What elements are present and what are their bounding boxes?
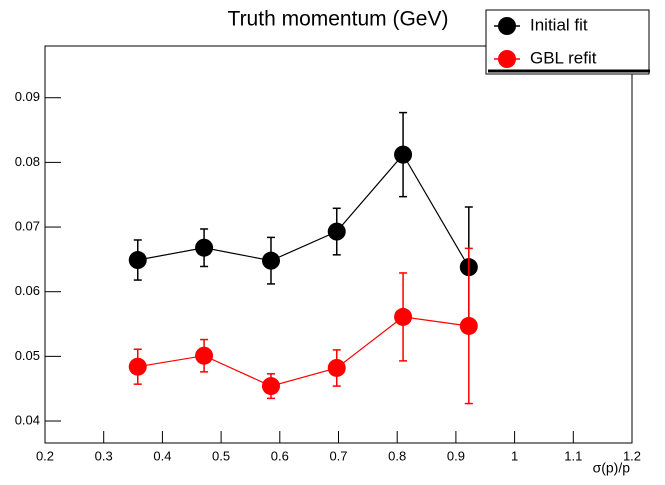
marker (261, 377, 280, 396)
chart-title: Truth momentum (GeV) (228, 8, 449, 31)
marker (394, 307, 413, 326)
y-tick-label: 0.07 (15, 218, 40, 233)
series-line (137, 316, 469, 387)
series-line (137, 153, 470, 268)
y-tick-label: 0.06 (15, 283, 40, 298)
marker (394, 145, 413, 164)
legend-label: Initial fit (530, 15, 588, 34)
x-tick-label: 1.1 (564, 448, 582, 463)
x-tick-label: 1.2 (623, 448, 641, 463)
x-tick-label: 0.2 (36, 448, 54, 463)
marker (459, 316, 478, 335)
marker (128, 251, 147, 270)
marker (195, 238, 214, 257)
legend-marker (498, 17, 516, 35)
y-tick-label: 0.09 (15, 89, 40, 104)
x-tick-label: 0.6 (271, 448, 289, 463)
x-tick-label: 0.9 (447, 448, 465, 463)
y-tick-label: 0.04 (15, 412, 40, 427)
y-tick-label: 0.05 (15, 348, 40, 363)
marker (327, 222, 346, 241)
marker (128, 357, 147, 376)
x-tick-label: 0.8 (388, 448, 406, 463)
x-tick-label: 0.5 (212, 448, 230, 463)
marker (261, 251, 280, 270)
marker (327, 358, 346, 377)
marker (195, 346, 214, 365)
legend-marker (498, 50, 516, 68)
x-tick-label: 1 (511, 448, 518, 463)
x-tick-label: 0.3 (95, 448, 113, 463)
x-tick-label: 0.4 (153, 448, 171, 463)
legend-label: GBL refit (530, 48, 597, 67)
x-tick-label: 0.7 (329, 448, 347, 463)
x-axis-label: σ(p)/p (593, 460, 631, 476)
y-tick-label: 0.08 (15, 154, 40, 169)
